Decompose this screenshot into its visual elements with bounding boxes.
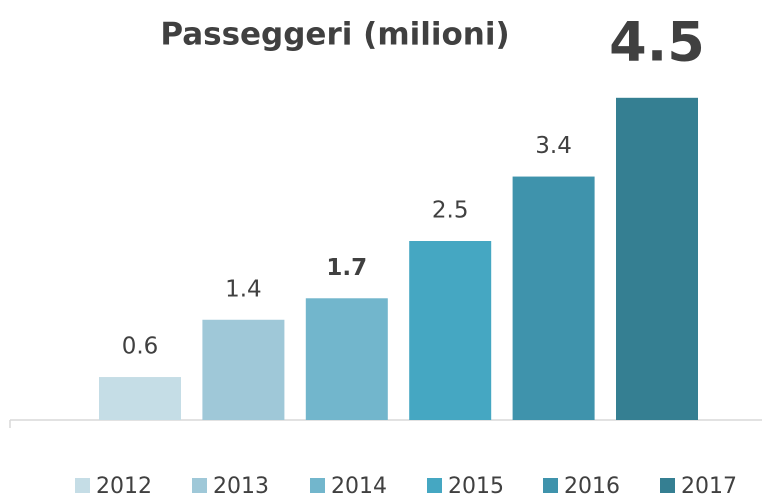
chart-title: Passeggeri (milioni) (160, 17, 509, 53)
legend-swatch (660, 478, 675, 493)
legend-swatch (75, 478, 90, 493)
bar (409, 241, 492, 420)
data-label: 3.4 (535, 133, 572, 159)
legend-label: 2012 (96, 474, 152, 498)
data-label: 1.7 (326, 255, 367, 281)
data-label: 0.6 (122, 334, 159, 360)
bar (512, 176, 595, 420)
legend-label: 2013 (213, 474, 269, 498)
data-label: 4.5 (609, 10, 705, 73)
legend-swatch (543, 478, 558, 493)
data-label: 1.4 (225, 276, 262, 302)
bar (305, 298, 388, 420)
legend-swatch (192, 478, 207, 493)
legend-swatch (310, 478, 325, 493)
bar (202, 319, 285, 420)
legend-label: 2017 (681, 474, 737, 498)
legend-label: 2015 (448, 474, 504, 498)
data-label: 2.5 (432, 198, 469, 224)
bar (99, 377, 181, 420)
legend-label: 2016 (564, 474, 620, 498)
bar (616, 97, 698, 421)
legend-swatch (427, 478, 442, 493)
legend-label: 2014 (331, 474, 387, 498)
